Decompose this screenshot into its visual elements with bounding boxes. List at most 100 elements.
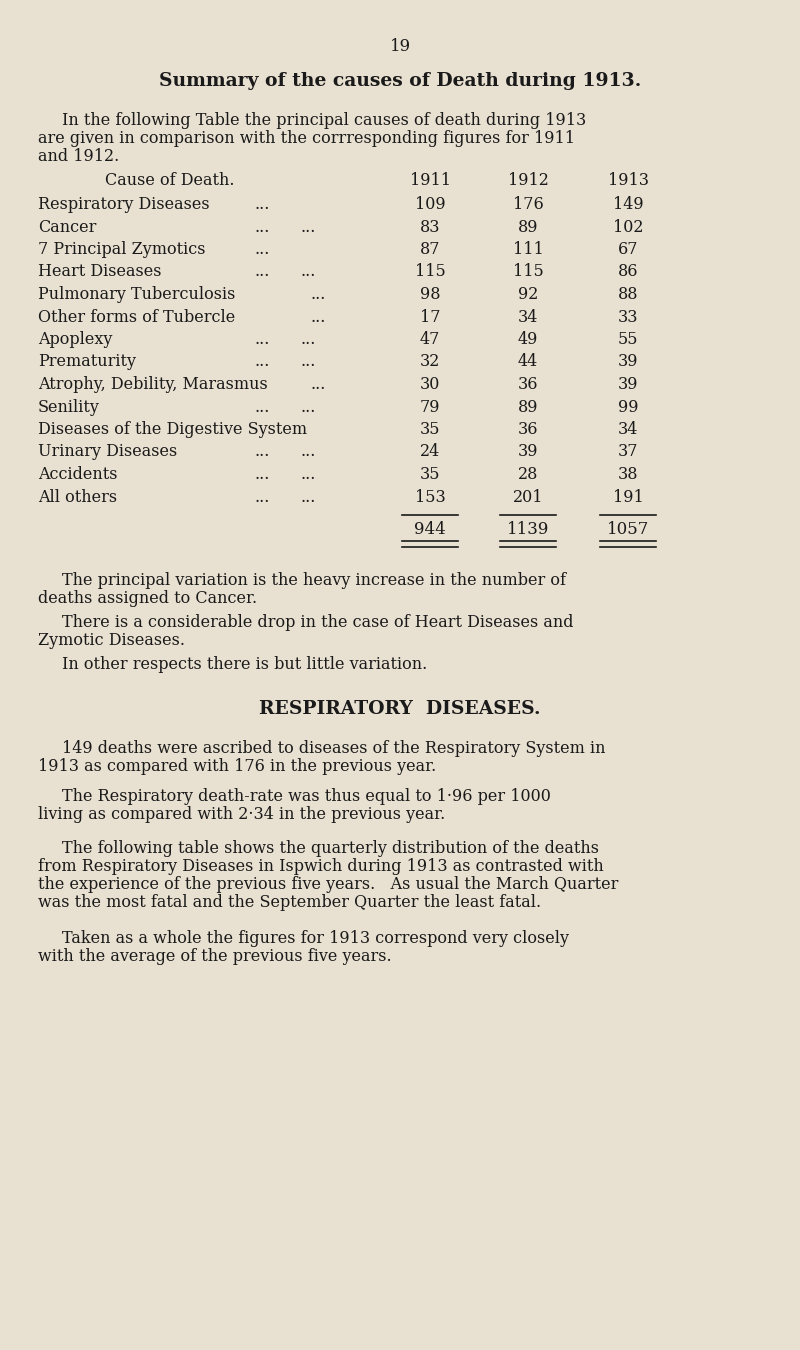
Text: 36: 36: [518, 421, 538, 437]
Text: 49: 49: [518, 331, 538, 348]
Text: 38: 38: [618, 466, 638, 483]
Text: 111: 111: [513, 242, 543, 258]
Text: Summary of the causes of Death during 1913.: Summary of the causes of Death during 19…: [159, 72, 641, 90]
Text: ...: ...: [255, 466, 270, 483]
Text: from Respiratory Diseases in Ispwich during 1913 as contrasted with: from Respiratory Diseases in Ispwich dur…: [38, 859, 604, 875]
Text: 86: 86: [618, 263, 638, 281]
Text: 102: 102: [613, 219, 643, 235]
Text: 1139: 1139: [507, 521, 549, 539]
Text: 30: 30: [420, 377, 440, 393]
Text: 19: 19: [390, 38, 410, 55]
Text: ...: ...: [255, 219, 270, 235]
Text: 88: 88: [618, 286, 638, 302]
Text: 55: 55: [618, 331, 638, 348]
Text: 67: 67: [618, 242, 638, 258]
Text: 176: 176: [513, 196, 543, 213]
Text: 191: 191: [613, 489, 643, 505]
Text: Urinary Diseases: Urinary Diseases: [38, 444, 178, 460]
Text: 89: 89: [518, 219, 538, 235]
Text: and 1912.: and 1912.: [38, 148, 119, 165]
Text: RESPIRATORY  DISEASES.: RESPIRATORY DISEASES.: [259, 701, 541, 718]
Text: 33: 33: [618, 309, 638, 325]
Text: Atrophy, Debility, Marasmus: Atrophy, Debility, Marasmus: [38, 377, 268, 393]
Text: ...: ...: [300, 489, 315, 505]
Text: ...: ...: [310, 286, 326, 302]
Text: the experience of the previous five years.   As usual the March Quarter: the experience of the previous five year…: [38, 876, 618, 892]
Text: 17: 17: [420, 309, 440, 325]
Text: ...: ...: [255, 242, 270, 258]
Text: ...: ...: [255, 489, 270, 505]
Text: The following table shows the quarterly distribution of the deaths: The following table shows the quarterly …: [62, 840, 599, 857]
Text: deaths assigned to Cancer.: deaths assigned to Cancer.: [38, 590, 257, 608]
Text: 1913 as compared with 176 in the previous year.: 1913 as compared with 176 in the previou…: [38, 757, 436, 775]
Text: Apoplexy: Apoplexy: [38, 331, 112, 348]
Text: ...: ...: [300, 219, 315, 235]
Text: 944: 944: [414, 521, 446, 539]
Text: 89: 89: [518, 398, 538, 416]
Text: ...: ...: [255, 444, 270, 460]
Text: The principal variation is the heavy increase in the number of: The principal variation is the heavy inc…: [62, 572, 566, 589]
Text: 87: 87: [420, 242, 440, 258]
Text: Pulmonary Tuberculosis: Pulmonary Tuberculosis: [38, 286, 235, 302]
Text: 39: 39: [618, 354, 638, 370]
Text: ...: ...: [310, 377, 326, 393]
Text: ...: ...: [255, 196, 270, 213]
Text: All others: All others: [38, 489, 117, 505]
Text: 109: 109: [414, 196, 446, 213]
Text: Prematurity: Prematurity: [38, 354, 136, 370]
Text: are given in comparison with the corrresponding figures for 1911: are given in comparison with the corrres…: [38, 130, 575, 147]
Text: 32: 32: [420, 354, 440, 370]
Text: Accidents: Accidents: [38, 466, 118, 483]
Text: ...: ...: [300, 263, 315, 281]
Text: 35: 35: [420, 466, 440, 483]
Text: ...: ...: [300, 331, 315, 348]
Text: Cause of Death.: Cause of Death.: [105, 171, 234, 189]
Text: ...: ...: [300, 354, 315, 370]
Text: living as compared with 2·34 in the previous year.: living as compared with 2·34 in the prev…: [38, 806, 446, 824]
Text: ...: ...: [300, 444, 315, 460]
Text: In the following Table the principal causes of death during 1913: In the following Table the principal cau…: [62, 112, 586, 130]
Text: 44: 44: [518, 354, 538, 370]
Text: 7 Principal Zymotics: 7 Principal Zymotics: [38, 242, 206, 258]
Text: 99: 99: [618, 398, 638, 416]
Text: 35: 35: [420, 421, 440, 437]
Text: ...: ...: [255, 354, 270, 370]
Text: ...: ...: [255, 398, 270, 416]
Text: 153: 153: [414, 489, 446, 505]
Text: Respiratory Diseases: Respiratory Diseases: [38, 196, 210, 213]
Text: Other forms of Tubercle: Other forms of Tubercle: [38, 309, 235, 325]
Text: 1911: 1911: [410, 171, 450, 189]
Text: 149: 149: [613, 196, 643, 213]
Text: 28: 28: [518, 466, 538, 483]
Text: 149 deaths were ascribed to diseases of the Respiratory System in: 149 deaths were ascribed to diseases of …: [62, 740, 606, 757]
Text: 39: 39: [518, 444, 538, 460]
Text: 1912: 1912: [507, 171, 549, 189]
Text: 34: 34: [618, 421, 638, 437]
Text: 37: 37: [618, 444, 638, 460]
Text: ...: ...: [310, 309, 326, 325]
Text: was the most fatal and the September Quarter the least fatal.: was the most fatal and the September Qua…: [38, 894, 541, 911]
Text: 24: 24: [420, 444, 440, 460]
Text: 115: 115: [513, 263, 543, 281]
Text: Taken as a whole the figures for 1913 correspond very closely: Taken as a whole the figures for 1913 co…: [62, 930, 569, 946]
Text: In other respects there is but little variation.: In other respects there is but little va…: [62, 656, 427, 674]
Text: 47: 47: [420, 331, 440, 348]
Text: with the average of the previous five years.: with the average of the previous five ye…: [38, 948, 392, 965]
Text: 115: 115: [414, 263, 446, 281]
Text: Senility: Senility: [38, 398, 100, 416]
Text: Cancer: Cancer: [38, 219, 96, 235]
Text: 1913: 1913: [607, 171, 649, 189]
Text: 39: 39: [618, 377, 638, 393]
Text: ...: ...: [255, 331, 270, 348]
Text: 1057: 1057: [607, 521, 649, 539]
Text: ...: ...: [300, 466, 315, 483]
Text: There is a considerable drop in the case of Heart Diseases and: There is a considerable drop in the case…: [62, 614, 574, 630]
Text: 36: 36: [518, 377, 538, 393]
Text: 79: 79: [420, 398, 440, 416]
Text: Heart Diseases: Heart Diseases: [38, 263, 162, 281]
Text: 92: 92: [518, 286, 538, 302]
Text: Diseases of the Digestive System: Diseases of the Digestive System: [38, 421, 307, 437]
Text: 34: 34: [518, 309, 538, 325]
Text: ...: ...: [255, 263, 270, 281]
Text: 83: 83: [420, 219, 440, 235]
